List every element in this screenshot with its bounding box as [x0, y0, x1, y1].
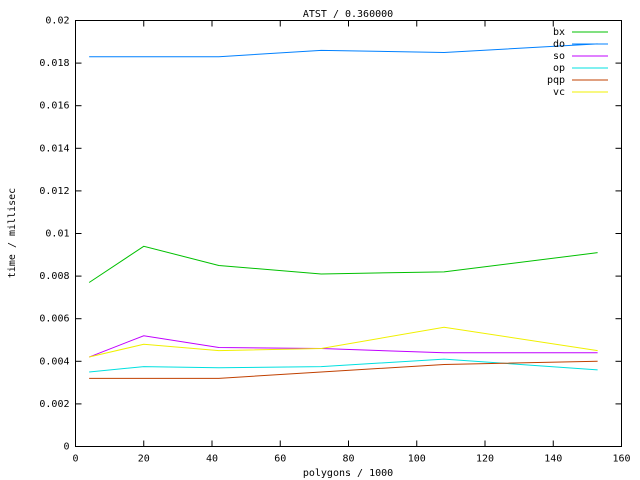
y-tick-label: 0.002	[39, 399, 69, 410]
y-tick-label: 0.02	[45, 16, 69, 27]
data-line	[89, 326, 598, 358]
y-tick-label: 0.018	[39, 58, 69, 69]
data-line	[88, 245, 598, 283]
legend-label: do	[553, 39, 565, 50]
x-tick-label: 140	[544, 454, 562, 465]
x-tick-label: 0	[72, 454, 78, 465]
x-tick-label: 120	[476, 454, 494, 465]
x-tick-label: 80	[342, 454, 354, 465]
legend-label: pqp	[547, 75, 565, 86]
y-tick-label: 0.006	[39, 314, 69, 325]
x-tick-label: 60	[274, 454, 286, 465]
legend-label: vc	[553, 87, 565, 98]
y-tick-label: 0	[63, 442, 69, 453]
legend-label: so	[553, 51, 565, 62]
x-tick-label: 100	[408, 454, 426, 465]
y-tick-label: 0.016	[39, 101, 69, 112]
y-tick-label: 0.014	[39, 143, 69, 154]
data-line	[89, 43, 598, 58]
y-tick-label: 0.008	[39, 271, 69, 282]
y-tick-label: 0.012	[39, 186, 69, 197]
x-axis-label: polygons / 1000	[303, 468, 393, 479]
x-tick-label: 20	[138, 454, 150, 465]
y-tick-label: 0.004	[39, 356, 69, 367]
data-line	[88, 335, 598, 358]
x-tick-label: 40	[206, 454, 218, 465]
chart-title: ATST / 0.360000	[303, 9, 393, 20]
y-tick-label: 0.01	[45, 229, 69, 240]
legend-label: op	[553, 63, 565, 74]
data-line	[89, 360, 598, 379]
x-tick-label: 160	[612, 454, 630, 465]
y-axis-label: time / millisec	[7, 188, 18, 278]
legend-label: bx	[553, 27, 565, 38]
data-line	[89, 358, 598, 373]
